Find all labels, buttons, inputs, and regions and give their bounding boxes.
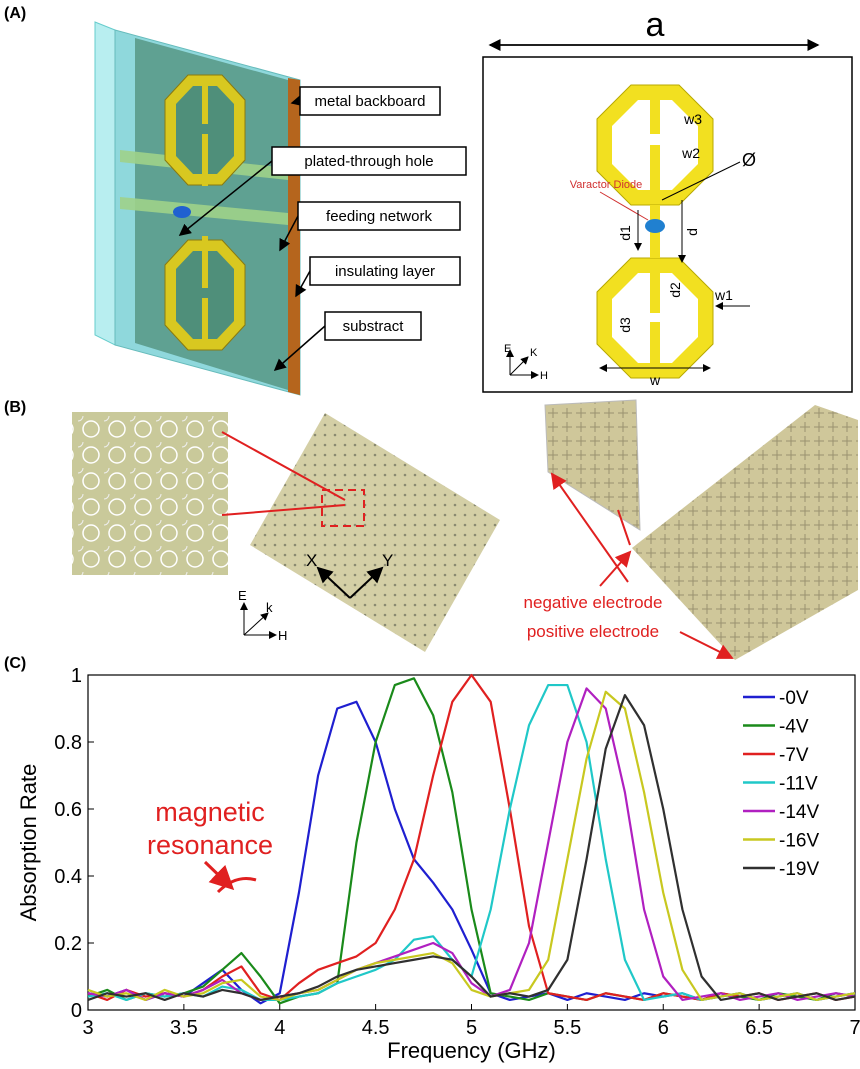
structure-label: metal backboard	[315, 93, 426, 110]
dim-label: d2	[667, 282, 683, 298]
panel-label: (B)	[4, 399, 26, 416]
figure: (A) (B) (C) metal backboard plated-throu…	[0, 0, 860, 1064]
legend-label: -16V	[779, 831, 819, 852]
y-tick-label: 1	[71, 665, 82, 687]
dim-label: Ø	[742, 150, 756, 170]
photo-inset	[545, 400, 640, 530]
period-label: a	[646, 6, 665, 44]
structure-label: substract	[343, 318, 405, 335]
varactor-label: Varactor Diode	[570, 179, 643, 191]
x-tick-label: 4	[274, 1017, 285, 1039]
dim-label: w3	[683, 111, 702, 127]
page: (A) (B) (C) metal backboard plated-throu…	[0, 0, 860, 1064]
axis-label: Y	[382, 551, 393, 570]
x-tick-label: 5.5	[553, 1017, 581, 1039]
axis-label: E	[504, 343, 511, 355]
structure-label: plated-through hole	[304, 153, 433, 170]
unit-cell: a w3 w2 Ø Varactor Diode d1 d d2 w1 d3 w…	[483, 6, 852, 392]
dim-label: d	[684, 228, 700, 236]
x-tick-label: 3.5	[170, 1017, 198, 1039]
structure-label: insulating layer	[335, 263, 435, 280]
x-tick-label: 3	[82, 1017, 93, 1039]
y-tick-label: 0	[71, 1000, 82, 1022]
legend-label: -7V	[779, 745, 809, 766]
legend-label: -19V	[779, 859, 819, 880]
dim-label: w2	[681, 145, 700, 161]
electrode-label: positive electrode	[527, 622, 659, 641]
legend-label: -0V	[779, 688, 809, 709]
photo-inset	[72, 412, 228, 575]
axis-label: H	[278, 628, 287, 643]
x-tick-label: 7	[849, 1017, 860, 1039]
annotation: magnetic resonance	[120, 796, 300, 862]
legend-label: -14V	[779, 802, 819, 823]
x-tick-label: 4.5	[362, 1017, 390, 1039]
legend-label: -11V	[779, 774, 818, 795]
axis-label: E	[238, 588, 247, 603]
axis-label: K	[530, 347, 538, 359]
chart: 3 3.5 4 4.5 5 5.5 6 6.5 7 0 0.2 0.4 0.6 0.8 1 Frequency…	[16, 665, 860, 1063]
dim-label: d1	[617, 225, 633, 241]
y-tick-label: 0.4	[54, 866, 82, 888]
x-tick-label: 6	[658, 1017, 669, 1039]
axis-label: X	[306, 551, 317, 570]
panel-label: (C)	[4, 655, 26, 672]
dim-label: w1	[714, 287, 733, 303]
photo-sample	[250, 413, 500, 652]
x-tick-label: 6.5	[745, 1017, 773, 1039]
axis-label: H	[540, 370, 548, 382]
panel-label: (A)	[4, 5, 26, 22]
electrode-label: negative electrode	[524, 593, 663, 612]
y-axis-label: Absorption Rate	[16, 764, 41, 922]
structure-3d: metal backboard plated-through hole feed…	[95, 22, 466, 395]
y-tick-label: 0.6	[54, 799, 82, 821]
x-axis-label: Frequency (GHz)	[387, 1038, 556, 1063]
axis-label: k	[266, 600, 273, 615]
photo-sample	[632, 405, 858, 660]
structure-label: feeding network	[326, 208, 432, 225]
photos: X Y E k H negative electrode positive el…	[72, 400, 858, 660]
y-tick-label: 0.2	[54, 933, 82, 955]
dim-label: w	[649, 372, 661, 388]
y-tick-label: 0.8	[54, 732, 82, 754]
dim-label: d3	[617, 317, 633, 333]
legend-label: -4V	[779, 717, 809, 738]
x-tick-label: 5	[466, 1017, 477, 1039]
